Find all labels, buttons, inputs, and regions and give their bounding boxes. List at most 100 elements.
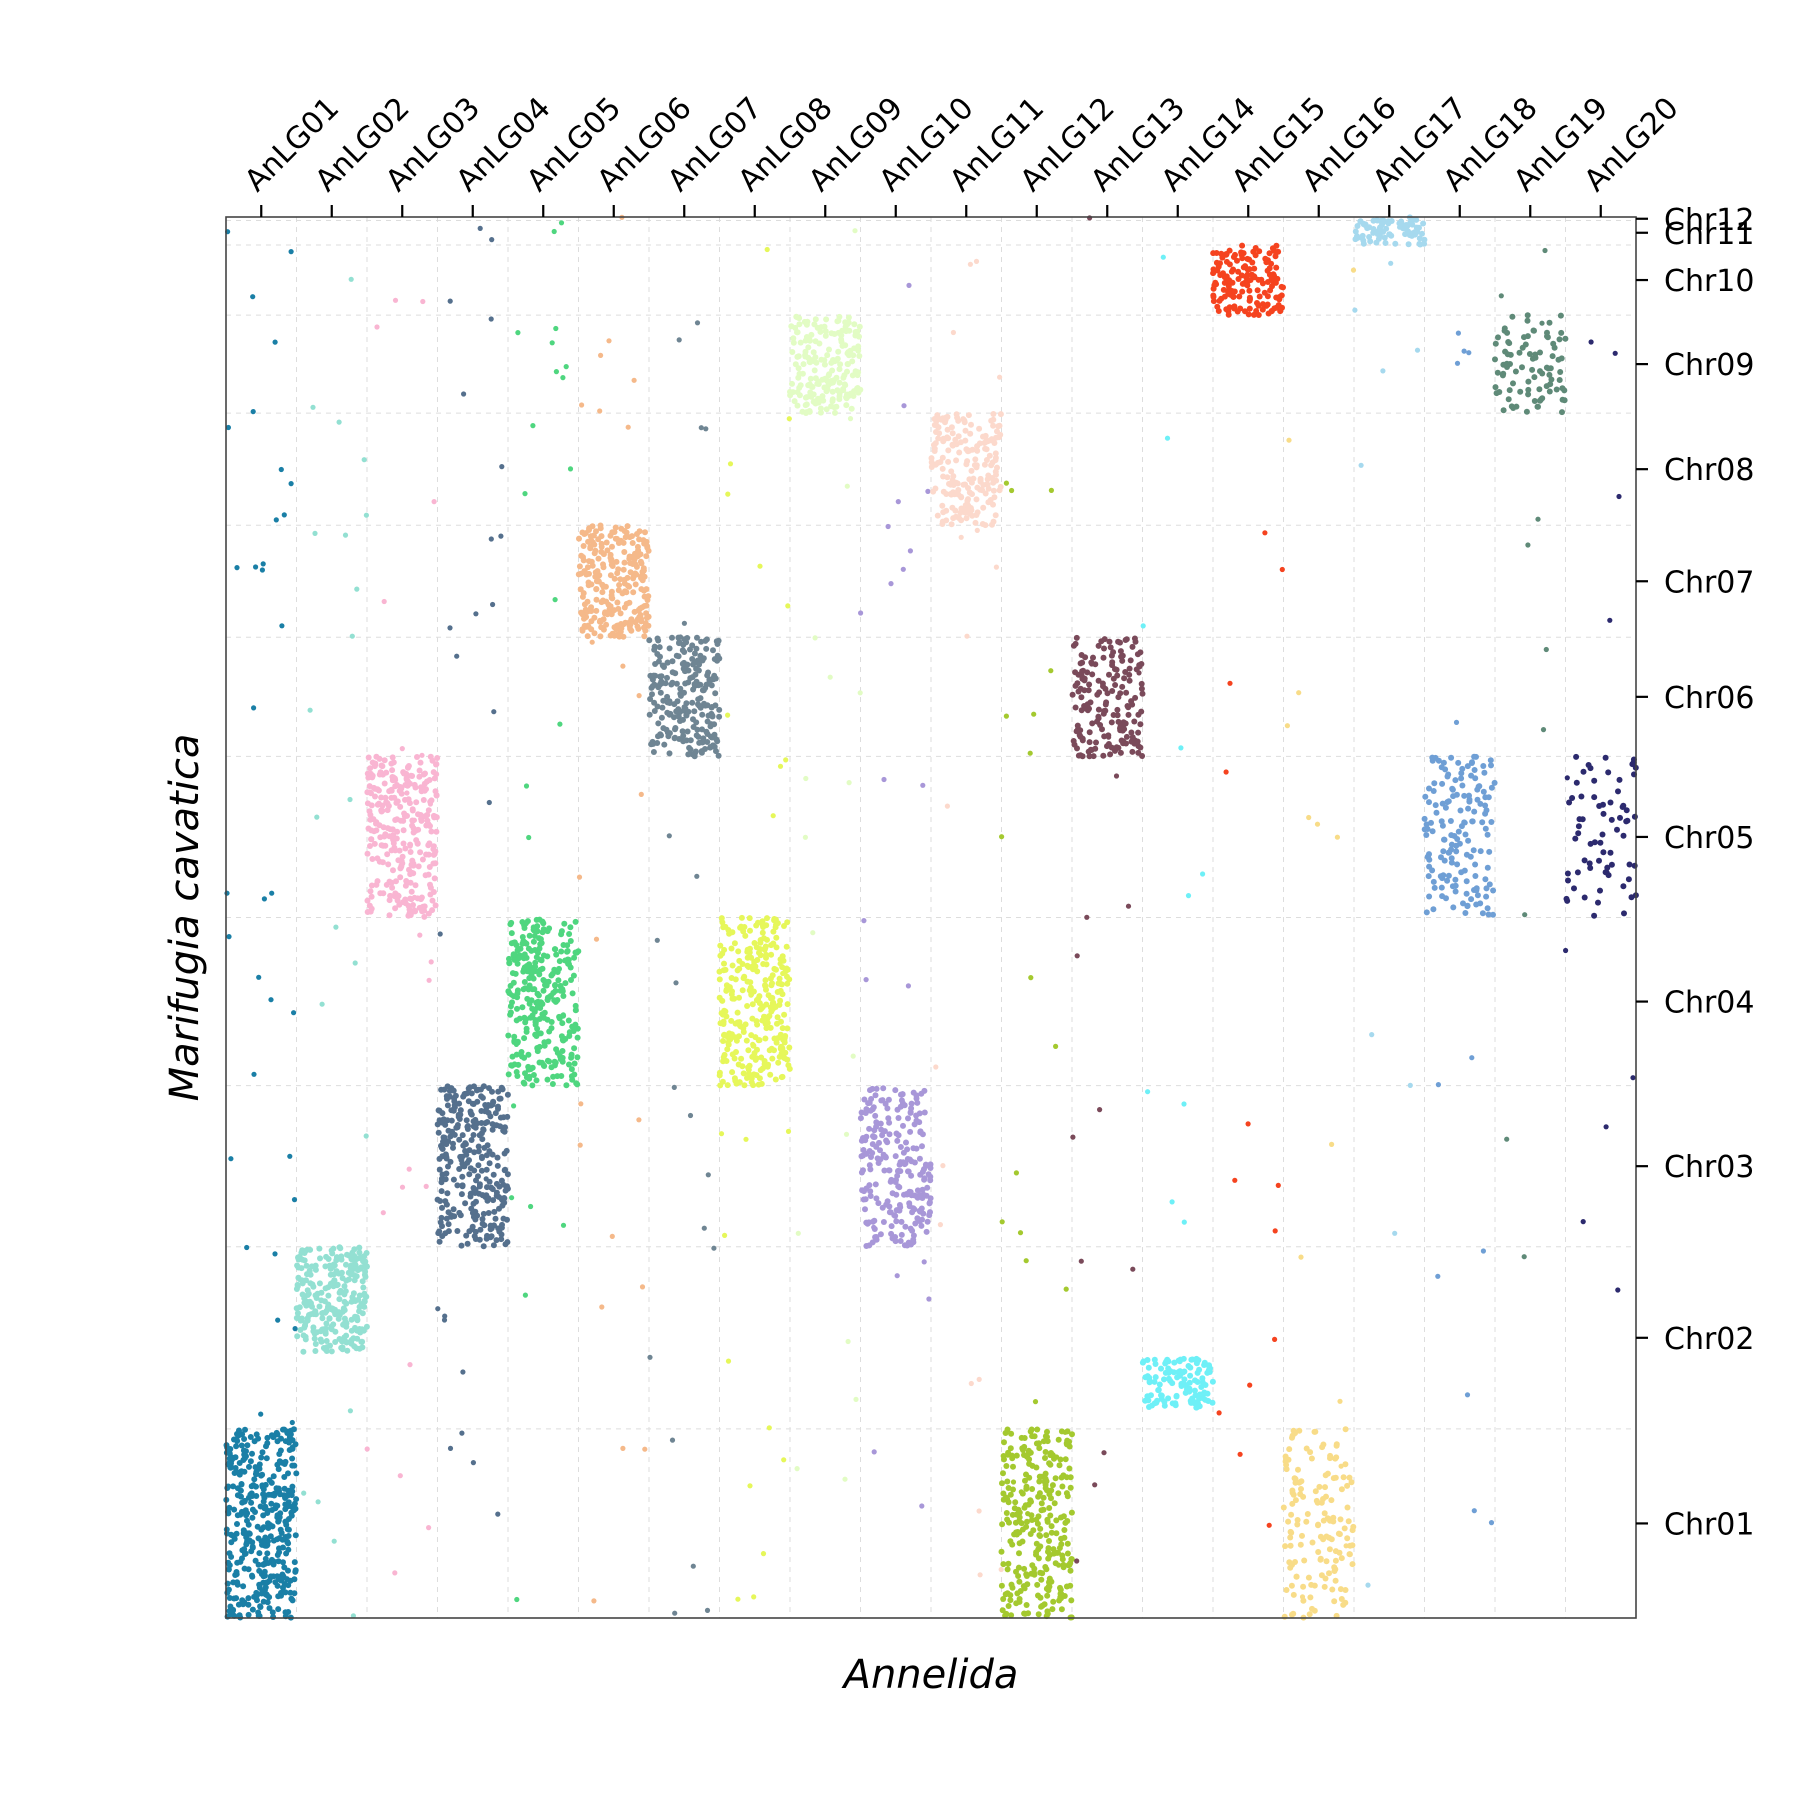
data-point bbox=[515, 330, 521, 336]
data-point bbox=[461, 391, 467, 397]
data-point bbox=[1078, 1258, 1084, 1264]
data-point bbox=[1551, 344, 1558, 351]
data-point bbox=[775, 1059, 782, 1066]
data-point bbox=[734, 967, 741, 974]
data-point bbox=[1259, 301, 1266, 308]
data-point bbox=[1573, 753, 1580, 760]
data-point bbox=[1275, 248, 1282, 255]
data-point bbox=[503, 1147, 510, 1154]
data-point bbox=[919, 1131, 926, 1138]
data-point bbox=[270, 1561, 277, 1568]
data-point bbox=[694, 873, 700, 879]
data-point bbox=[1380, 217, 1387, 224]
data-point bbox=[1354, 234, 1361, 241]
y-tick-label: Chr07 bbox=[1664, 565, 1754, 600]
data-point bbox=[1186, 1379, 1193, 1386]
data-point bbox=[285, 1567, 291, 1574]
data-point bbox=[888, 581, 894, 587]
data-point bbox=[422, 813, 429, 820]
data-point bbox=[1294, 1517, 1301, 1523]
data-point bbox=[1296, 690, 1302, 696]
data-point bbox=[511, 1033, 518, 1040]
data-point bbox=[226, 934, 232, 940]
data-point bbox=[872, 1092, 879, 1099]
data-point bbox=[445, 1221, 452, 1228]
data-point bbox=[835, 317, 842, 324]
data-point bbox=[1392, 240, 1399, 247]
data-point bbox=[288, 249, 294, 255]
data-point bbox=[536, 1043, 543, 1050]
data-point bbox=[958, 505, 965, 512]
data-point bbox=[642, 1446, 648, 1452]
data-point bbox=[1290, 1427, 1297, 1434]
data-point bbox=[264, 1550, 271, 1557]
data-point bbox=[362, 1268, 369, 1275]
data-point bbox=[879, 1132, 886, 1139]
data-point bbox=[399, 746, 405, 752]
data-point bbox=[869, 1141, 876, 1148]
data-point bbox=[485, 1195, 492, 1202]
data-point bbox=[943, 414, 950, 421]
data-point bbox=[1326, 1570, 1332, 1577]
data-point bbox=[744, 962, 751, 969]
data-point bbox=[324, 1305, 331, 1312]
data-point bbox=[1056, 1597, 1063, 1604]
data-point bbox=[1252, 245, 1259, 251]
data-point bbox=[1283, 1461, 1290, 1468]
data-point bbox=[1106, 638, 1113, 645]
data-point bbox=[1015, 1564, 1022, 1571]
data-point bbox=[496, 1228, 503, 1235]
data-point bbox=[1219, 254, 1226, 261]
data-point bbox=[769, 1002, 776, 1009]
data-point bbox=[786, 1044, 793, 1051]
data-point bbox=[1225, 289, 1232, 296]
data-point bbox=[256, 1550, 263, 1557]
data-point bbox=[1448, 754, 1455, 761]
data-point bbox=[410, 862, 417, 869]
data-point bbox=[1521, 334, 1527, 341]
data-point bbox=[704, 672, 711, 679]
data-point bbox=[440, 1116, 447, 1123]
data-point bbox=[246, 1463, 252, 1470]
data-point bbox=[1029, 1517, 1035, 1523]
data-point bbox=[832, 409, 838, 416]
data-point bbox=[1574, 869, 1581, 876]
data-point bbox=[1196, 1395, 1203, 1402]
data-point bbox=[691, 681, 698, 688]
data-point bbox=[462, 1200, 469, 1207]
data-point bbox=[228, 1156, 234, 1162]
data-point bbox=[738, 1055, 745, 1062]
data-point bbox=[990, 501, 996, 508]
data-point bbox=[972, 456, 979, 463]
data-point bbox=[296, 1304, 303, 1311]
data-point bbox=[696, 702, 703, 709]
data-point bbox=[884, 1105, 891, 1112]
data-point bbox=[302, 1322, 308, 1329]
data-point bbox=[1492, 356, 1498, 363]
data-point bbox=[1471, 808, 1478, 815]
data-point bbox=[1154, 1397, 1161, 1404]
data-point bbox=[1322, 1484, 1328, 1491]
data-point bbox=[862, 1196, 869, 1203]
data-point bbox=[748, 992, 754, 998]
data-point bbox=[1332, 1557, 1339, 1564]
data-point bbox=[654, 703, 661, 710]
data-point bbox=[1358, 462, 1364, 468]
data-point bbox=[225, 1510, 232, 1517]
data-point bbox=[304, 1315, 311, 1322]
data-point bbox=[1180, 1355, 1187, 1362]
data-point bbox=[1099, 726, 1105, 733]
data-point bbox=[950, 329, 957, 336]
data-point bbox=[918, 1222, 925, 1229]
data-point bbox=[1223, 769, 1229, 775]
data-point bbox=[1048, 1529, 1055, 1536]
data-point bbox=[551, 946, 558, 953]
data-point bbox=[1580, 768, 1587, 775]
data-point bbox=[274, 1536, 281, 1543]
data-point bbox=[1224, 277, 1231, 284]
data-point bbox=[579, 611, 586, 618]
data-point bbox=[422, 770, 428, 777]
data-point bbox=[372, 762, 379, 768]
data-point bbox=[1042, 1564, 1049, 1570]
data-point bbox=[655, 658, 662, 665]
